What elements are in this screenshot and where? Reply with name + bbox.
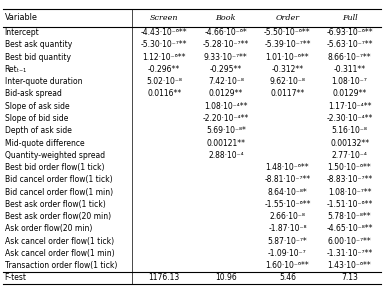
Text: Quantity-weighted spread: Quantity-weighted spread bbox=[5, 151, 105, 160]
Text: Inter-quote duration: Inter-quote duration bbox=[5, 77, 82, 86]
Text: 2.88·10⁻⁴: 2.88·10⁻⁴ bbox=[208, 151, 243, 160]
Text: -8.81·10⁻⁷**: -8.81·10⁻⁷** bbox=[264, 175, 311, 184]
Text: Intercept: Intercept bbox=[5, 28, 39, 37]
Text: -4.66·10⁻⁶*: -4.66·10⁻⁶* bbox=[204, 28, 247, 37]
Text: 1.01·10⁻⁶**: 1.01·10⁻⁶** bbox=[266, 53, 309, 62]
Text: -5.30·10⁻⁷**: -5.30·10⁻⁷** bbox=[141, 40, 187, 49]
Text: Best bid order flow(1 tick): Best bid order flow(1 tick) bbox=[5, 163, 104, 172]
Text: -5.28·10⁻⁷**: -5.28·10⁻⁷** bbox=[203, 40, 249, 49]
Text: 10.96: 10.96 bbox=[215, 274, 237, 282]
Text: 1.08·10⁻⁴**: 1.08·10⁻⁴** bbox=[204, 102, 248, 111]
Text: 1.08·10⁻⁷**: 1.08·10⁻⁷** bbox=[328, 188, 371, 197]
Text: -0.312**: -0.312** bbox=[271, 65, 303, 74]
Text: Transaction order flow(1 tick): Transaction order flow(1 tick) bbox=[5, 261, 117, 270]
Text: 8.66·10⁻⁷**: 8.66·10⁻⁷** bbox=[328, 53, 371, 62]
Text: 1.50·10⁻⁶**: 1.50·10⁻⁶** bbox=[328, 163, 371, 172]
Text: -5.63·10⁻⁷**: -5.63·10⁻⁷** bbox=[326, 40, 373, 49]
Text: 0.0129**: 0.0129** bbox=[333, 90, 367, 98]
Text: 1.08·10⁻⁷: 1.08·10⁻⁷ bbox=[332, 77, 367, 86]
Text: -0.296**: -0.296** bbox=[148, 65, 180, 74]
Text: -1.51·10⁻⁶**: -1.51·10⁻⁶** bbox=[326, 200, 373, 209]
Text: Bid cancel order flow(1 min): Bid cancel order flow(1 min) bbox=[5, 188, 113, 197]
Text: 0.0117**: 0.0117** bbox=[270, 90, 305, 98]
Text: 5.69·10⁻⁸*: 5.69·10⁻⁸* bbox=[206, 126, 246, 135]
Text: -1.31·10⁻⁷**: -1.31·10⁻⁷** bbox=[326, 249, 373, 258]
Text: 0.00121**: 0.00121** bbox=[206, 139, 245, 148]
Text: Slope of ask side: Slope of ask side bbox=[5, 102, 69, 111]
Text: 1.17·10⁻⁴**: 1.17·10⁻⁴** bbox=[328, 102, 371, 111]
Text: 7.13: 7.13 bbox=[341, 274, 358, 282]
Text: -2.30·10⁻⁴**: -2.30·10⁻⁴** bbox=[326, 114, 373, 123]
Text: 9.33·10⁻⁷**: 9.33·10⁻⁷** bbox=[204, 53, 248, 62]
Text: Order: Order bbox=[275, 13, 300, 22]
Text: Best ask order flow(20 min): Best ask order flow(20 min) bbox=[5, 212, 111, 221]
Text: Screen: Screen bbox=[150, 13, 179, 22]
Text: 0.0129**: 0.0129** bbox=[209, 90, 243, 98]
Text: 5.46: 5.46 bbox=[279, 274, 296, 282]
Text: Depth of ask side: Depth of ask side bbox=[5, 126, 71, 135]
Text: Best bid quantity: Best bid quantity bbox=[5, 53, 71, 62]
Text: 9.62·10⁻⁸: 9.62·10⁻⁸ bbox=[270, 77, 305, 86]
Text: 8.64·10⁻⁸*: 8.64·10⁻⁸* bbox=[268, 188, 307, 197]
Text: Mid-quote difference: Mid-quote difference bbox=[5, 139, 84, 148]
Text: F-test: F-test bbox=[5, 274, 26, 282]
Text: -1.87·10⁻⁸: -1.87·10⁻⁸ bbox=[268, 224, 307, 233]
Text: Slope of bid side: Slope of bid side bbox=[5, 114, 68, 123]
Text: 0.0116**: 0.0116** bbox=[147, 90, 181, 98]
Text: 1.12·10⁻⁶**: 1.12·10⁻⁶** bbox=[142, 53, 186, 62]
Text: Ask cancel order flow(1 tick): Ask cancel order flow(1 tick) bbox=[5, 237, 114, 246]
Text: -2.20·10⁻⁴**: -2.20·10⁻⁴** bbox=[203, 114, 249, 123]
Text: -5.50·10⁻⁶**: -5.50·10⁻⁶** bbox=[264, 28, 311, 37]
Text: -4.65·10⁻⁸**: -4.65·10⁻⁸** bbox=[326, 224, 373, 233]
Text: 0.00132**: 0.00132** bbox=[330, 139, 369, 148]
Text: -8.83·10⁻⁷**: -8.83·10⁻⁷** bbox=[326, 175, 373, 184]
Text: -6.93·10⁻⁶**: -6.93·10⁻⁶** bbox=[326, 28, 373, 37]
Text: 5.02·10⁻⁸: 5.02·10⁻⁸ bbox=[146, 77, 182, 86]
Text: 1176.13: 1176.13 bbox=[149, 274, 180, 282]
Text: Best ask quantity: Best ask quantity bbox=[5, 40, 72, 49]
Text: -0.311**: -0.311** bbox=[333, 65, 366, 74]
Text: -0.295**: -0.295** bbox=[210, 65, 242, 74]
Text: Best ask order flow(1 tick): Best ask order flow(1 tick) bbox=[5, 200, 105, 209]
Text: 5.78·10⁻⁸**: 5.78·10⁻⁸** bbox=[328, 212, 371, 221]
Text: Variable: Variable bbox=[5, 13, 38, 22]
Text: Bid-ask spread: Bid-ask spread bbox=[5, 90, 61, 98]
Text: Bid cancel order flow(1 tick): Bid cancel order flow(1 tick) bbox=[5, 175, 112, 184]
Text: Ask cancel order flow(1 min): Ask cancel order flow(1 min) bbox=[5, 249, 114, 258]
Text: 2.66·10⁻⁸: 2.66·10⁻⁸ bbox=[270, 212, 305, 221]
Text: 5.87·10⁻⁷*: 5.87·10⁻⁷* bbox=[268, 237, 307, 246]
Text: 1.43·10⁻⁶**: 1.43·10⁻⁶** bbox=[328, 261, 371, 270]
Text: 1.60·10⁻⁶**: 1.60·10⁻⁶** bbox=[265, 261, 309, 270]
Text: 7.42·10⁻⁸: 7.42·10⁻⁸ bbox=[208, 77, 244, 86]
Text: 5.16·10⁻⁸: 5.16·10⁻⁸ bbox=[332, 126, 367, 135]
Text: 6.00·10⁻⁷**: 6.00·10⁻⁷** bbox=[328, 237, 371, 246]
Text: -1.55·10⁻⁶**: -1.55·10⁻⁶** bbox=[264, 200, 311, 209]
Text: Ask order flow(20 min): Ask order flow(20 min) bbox=[5, 224, 92, 233]
Text: Retₜ₋₁: Retₜ₋₁ bbox=[5, 65, 27, 74]
Text: 2.77·10⁻⁴: 2.77·10⁻⁴ bbox=[332, 151, 367, 160]
Text: -1.09·10⁻⁷: -1.09·10⁻⁷ bbox=[268, 249, 307, 258]
Text: Full: Full bbox=[342, 13, 358, 22]
Text: Book: Book bbox=[215, 13, 236, 22]
Text: 1.48·10⁻⁶**: 1.48·10⁻⁶** bbox=[266, 163, 309, 172]
Text: -5.39·10⁻⁷**: -5.39·10⁻⁷** bbox=[264, 40, 311, 49]
Text: -4.43·10⁻⁶**: -4.43·10⁻⁶** bbox=[141, 28, 187, 37]
